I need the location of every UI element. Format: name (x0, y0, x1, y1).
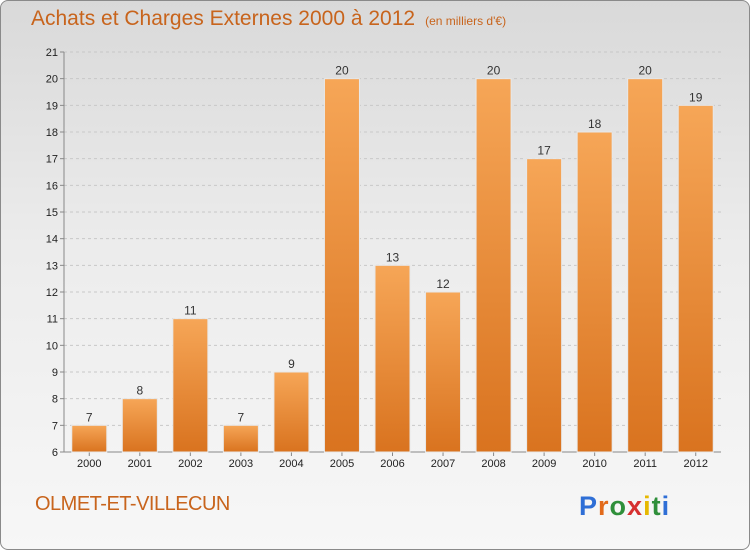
bar (71, 424, 108, 453)
x-tick-label: 2006 (380, 458, 404, 470)
y-tick-label: 18 (46, 127, 58, 139)
y-tick-label: 21 (46, 47, 58, 59)
x-tick-label: 2003 (229, 458, 253, 470)
bar (374, 264, 411, 453)
data-label: 20 (335, 64, 349, 78)
y-tick-label: 6 (52, 447, 58, 459)
chart-title: Achats et Charges Externes 2000 à 2012 (e… (31, 7, 506, 31)
logo-letter: P (579, 491, 599, 521)
y-tick-label: 17 (46, 154, 58, 166)
bar (222, 424, 259, 453)
y-tick-label: 10 (46, 340, 58, 352)
bar (425, 291, 462, 453)
bar (576, 131, 613, 453)
bar (475, 78, 512, 453)
x-tick-label: 2001 (128, 458, 152, 470)
y-tick-label: 8 (52, 394, 58, 406)
bar (323, 78, 360, 453)
data-label: 13 (386, 250, 400, 264)
y-tick-label: 11 (47, 314, 58, 326)
y-tick-label: 16 (46, 180, 58, 192)
x-tick-label: 2000 (77, 458, 101, 470)
y-tick-label: 12 (46, 287, 58, 299)
place-name: OLMET-ET-VILLECUN (35, 493, 230, 515)
logo-letter: r (598, 491, 610, 521)
y-tick-label: 15 (46, 207, 58, 219)
data-label: 7 (238, 410, 245, 424)
labels: 6 7 8 9 10 11 12 13 14 15 16 17 18 19 20 21 2000 7 2001 8 20… (46, 47, 708, 470)
data-label: 18 (588, 117, 602, 131)
x-tick-label: 2007 (431, 458, 455, 470)
data-label: 20 (487, 64, 501, 78)
x-tick-label: 2008 (481, 458, 505, 470)
y-tick-label: 14 (46, 234, 58, 246)
x-tick-label: 2002 (178, 458, 202, 470)
x-tick-label: 2005 (330, 458, 354, 470)
bar (627, 78, 664, 453)
y-tick-label: 19 (46, 100, 58, 112)
y-tick-label: 20 (46, 74, 58, 86)
chart-subtitle: (en milliers d'€) (425, 14, 507, 28)
bar (172, 318, 209, 453)
data-label: 12 (436, 277, 450, 291)
logo-letter: x (627, 491, 644, 521)
y-tick-label: 13 (46, 260, 58, 272)
y-tick-label: 7 (52, 420, 58, 432)
x-tick-label: 2011 (633, 458, 657, 470)
proxiti-logo: Proxiti (579, 491, 670, 522)
bar (273, 371, 310, 453)
y-tick-label: 9 (52, 367, 58, 379)
data-label: 9 (288, 357, 295, 371)
data-label: 19 (689, 90, 703, 104)
x-tick-label: 2010 (582, 458, 606, 470)
data-label: 8 (136, 384, 143, 398)
data-label: 7 (86, 410, 93, 424)
x-tick-label: 2009 (532, 458, 556, 470)
logo-letter: t (651, 491, 662, 521)
x-tick-label: 2012 (683, 458, 707, 470)
data-label: 17 (537, 144, 551, 158)
logo-letter: i (643, 491, 652, 521)
title-text: Achats et Charges Externes 2000 à 2012 (31, 7, 416, 30)
logo-letter: o (609, 491, 628, 521)
data-label: 20 (639, 64, 653, 78)
data-label: 11 (184, 304, 197, 318)
x-tick-label: 2004 (279, 458, 303, 470)
logo-letter: i (661, 491, 671, 521)
bar (526, 158, 563, 453)
bars (71, 78, 714, 453)
bar (121, 398, 158, 453)
bar (677, 104, 714, 453)
